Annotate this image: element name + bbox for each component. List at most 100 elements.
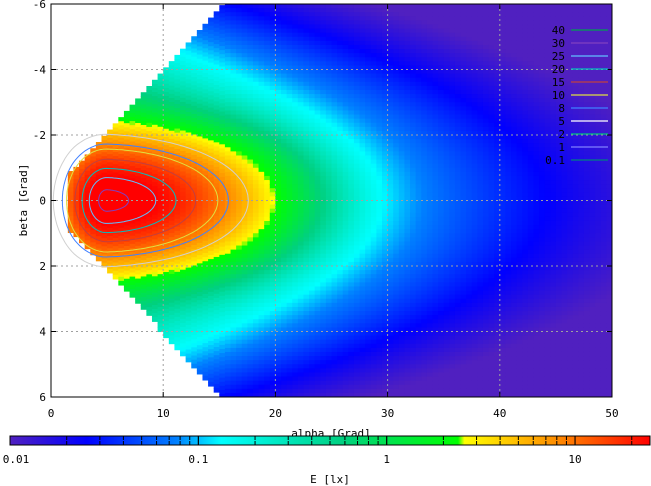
heatmap-cell [398, 155, 406, 161]
heatmap-cell [264, 245, 271, 251]
heatmap-cell [314, 249, 321, 255]
heatmap-cell [398, 135, 406, 140]
heatmap-cell [146, 266, 153, 271]
heatmap-cell [219, 164, 226, 170]
heatmap-cell [292, 167, 299, 173]
heatmap-cell [410, 49, 417, 54]
heatmap-cell [213, 297, 220, 303]
heatmap-cell [370, 270, 377, 275]
heatmap-cell [236, 20, 243, 26]
heatmap-cell [146, 110, 153, 116]
heatmap-cell [337, 44, 344, 50]
heatmap-cell [376, 130, 383, 136]
heatmap-cell [264, 335, 271, 341]
heatmap-cell [174, 206, 181, 212]
heatmap-cell [342, 249, 349, 255]
heatmap-cell [297, 102, 305, 107]
heatmap-cell [241, 135, 248, 140]
heatmap-cell [236, 274, 243, 279]
heatmap-cell [208, 324, 215, 330]
heatmap-cell [342, 200, 349, 206]
heatmap-cell [224, 16, 232, 21]
heatmap-cell [67, 179, 75, 184]
heatmap-cell [342, 8, 349, 13]
heatmap-cell [275, 32, 282, 38]
heatmap-cell [230, 204, 237, 210]
heatmap-cell [415, 278, 422, 283]
heatmap-cell [370, 241, 377, 247]
heatmap-cell [208, 173, 215, 178]
heatmap-cell [348, 220, 355, 226]
heatmap-cell [180, 310, 187, 316]
heatmap-cell [365, 392, 372, 397]
heatmap-cell [236, 245, 243, 251]
heatmap-cell [140, 92, 147, 97]
heatmap-cell [135, 180, 142, 186]
heatmap-cell [196, 201, 204, 207]
heatmap-cell [410, 245, 417, 251]
heatmap-cell [208, 124, 215, 129]
heatmap-cell [90, 172, 97, 178]
heatmap-cell [275, 282, 282, 288]
heatmap-cell [107, 162, 114, 167]
heatmap-cell [309, 114, 316, 120]
heatmap-cell [258, 347, 265, 353]
heatmap-cell [331, 388, 338, 394]
heatmap-cell [258, 106, 265, 112]
heatmap-cell [292, 163, 299, 169]
heatmap-cell [107, 268, 114, 274]
heatmap-cell [258, 130, 265, 136]
heatmap-cell [365, 225, 372, 230]
heatmap-cell [342, 192, 349, 197]
heatmap-cell [286, 77, 293, 83]
heatmap-cell [353, 339, 361, 345]
heatmap-cell [252, 16, 260, 21]
heatmap-cell [258, 4, 265, 9]
heatmap-cell [415, 89, 422, 95]
heatmap-cell [269, 323, 276, 328]
heatmap-cell [90, 238, 97, 243]
heatmap-cell [269, 270, 276, 275]
heatmap-cell [421, 351, 428, 357]
heatmap-cell [393, 196, 400, 202]
heatmap-cell [224, 139, 232, 144]
heatmap-cell [421, 98, 428, 103]
heatmap-cell [180, 134, 187, 140]
heatmap-cell [191, 40, 198, 46]
heatmap-cell [264, 286, 271, 292]
heatmap-cell [337, 73, 344, 79]
heatmap-cell [303, 220, 310, 226]
heatmap-cell [196, 156, 204, 162]
heatmap-cell [146, 159, 153, 165]
heatmap-cell [118, 215, 125, 221]
heatmap-cell [303, 229, 310, 234]
heatmap-cell [275, 257, 282, 263]
heatmap-cell [365, 212, 372, 218]
heatmap-cell [292, 130, 299, 136]
heatmap-cell [415, 102, 422, 107]
heatmap-cell [264, 106, 271, 112]
heatmap-cell [258, 139, 265, 144]
heatmap-cell [118, 231, 125, 237]
heatmap-cell [191, 277, 198, 283]
heatmap-cell [213, 64, 220, 70]
heatmap-cell [101, 197, 108, 202]
heatmap-cell [208, 214, 215, 219]
heatmap-cell [230, 49, 237, 54]
heatmap-cell [196, 70, 204, 76]
heatmap-cell [107, 231, 114, 237]
heatmap-cell [393, 61, 400, 66]
heatmap-cell [264, 32, 271, 38]
heatmap-cell [292, 20, 299, 26]
heatmap-cell [415, 343, 422, 349]
heatmap-cell [359, 147, 366, 152]
heatmap-cell [202, 269, 209, 275]
heatmap-cell [410, 278, 417, 283]
heatmap-cell [415, 57, 422, 62]
heatmap-cell [297, 241, 305, 247]
heatmap-cell [202, 289, 209, 295]
heatmap-cell [398, 147, 406, 152]
heatmap-cell [398, 151, 406, 157]
heatmap-cell [241, 388, 248, 394]
heatmap-cell [196, 292, 204, 297]
